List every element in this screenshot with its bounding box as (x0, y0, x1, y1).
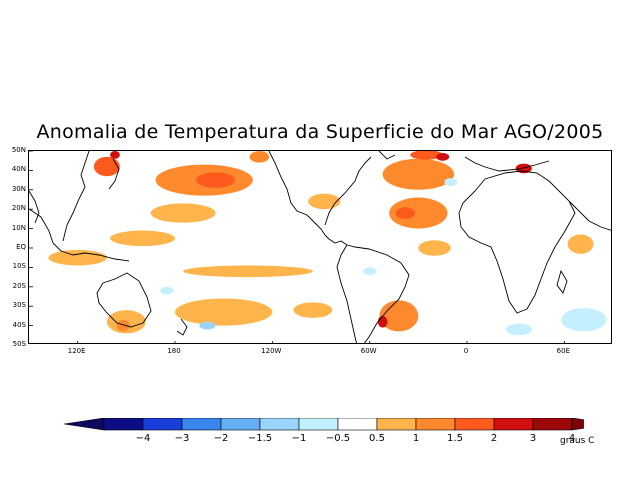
anomaly-japan-sea-warm (93, 156, 120, 177)
coast-india (29, 190, 40, 224)
colorbar-label: 3 (529, 433, 537, 444)
anomaly-western-pacific-warm (110, 230, 175, 247)
lat-label: 30N (11, 184, 26, 193)
coast-arabia (568, 200, 611, 231)
anomaly-indian-ocean-warm (567, 234, 594, 254)
colorbar-segment (298, 418, 339, 431)
coast-central-america (324, 234, 348, 246)
lat-label: 30S (12, 301, 26, 310)
coast-southeast-asia (29, 208, 130, 262)
coast-asia-east (62, 151, 90, 242)
colorbar-segment (259, 418, 300, 431)
map-canvas (29, 151, 611, 343)
lat-label: 20N (11, 204, 26, 213)
lon-label: 180 (167, 347, 181, 355)
anomaly-indonesia-warm (48, 249, 107, 266)
colorbar-label: −1.5 (247, 433, 273, 444)
coast-europe (464, 156, 550, 172)
anomaly-south-atlantic-core (377, 315, 388, 328)
colorbar-segment (376, 418, 417, 431)
colorbar-segment (415, 418, 456, 431)
colorbar-label: −3 (174, 433, 190, 444)
lon-label: 60W (360, 347, 377, 355)
coastline-layer (29, 151, 611, 343)
anomaly-north-atlantic-core (410, 151, 443, 160)
colorbar-segment (103, 418, 144, 431)
coast-madagascar (556, 269, 568, 294)
lon-label: 120W (261, 347, 282, 355)
anomaly-tropical-atlantic-core (395, 207, 416, 219)
lat-label: 10S (12, 262, 26, 271)
anomaly-south-pacific-warm (175, 298, 273, 326)
lat-label: 50N (11, 146, 26, 154)
colorbar-high-arrow (571, 418, 584, 431)
colorbar-label: 4 (568, 433, 576, 444)
colorbar-segment (454, 418, 495, 431)
colorbar-label: −1 (291, 433, 307, 444)
coast-greenland (378, 151, 396, 160)
anomaly-gulf-of-mexico-warm (308, 193, 341, 210)
colorbar-segment (142, 418, 183, 431)
lat-label: 40S (12, 320, 26, 329)
lat-label: 40N (11, 165, 26, 174)
lon-label: 120E (67, 347, 86, 355)
anomaly-atlantic-equatorial-warm (418, 240, 451, 256)
anomaly-north-atlantic-cool (444, 178, 458, 186)
coast-south-america-west (336, 244, 357, 343)
colorbar-segment (220, 418, 261, 431)
colorbar-label: −4 (135, 433, 151, 444)
colorbar-segment (181, 418, 222, 431)
colorbar-label: 2 (490, 433, 498, 444)
colorbar-label: 0.5 (369, 433, 385, 444)
anomaly-southwest-indian-cool (505, 323, 532, 336)
sst-anomaly-map (28, 150, 612, 344)
anomaly-equatorial-pacific-cool (363, 267, 377, 276)
colorbar-label: 1.5 (447, 433, 463, 444)
anomaly-south-atlantic-warm (379, 300, 419, 332)
anomaly-north-pacific-cool (160, 286, 174, 295)
anomaly-tasman-core (116, 319, 130, 332)
colorbar-units: graus C (560, 436, 595, 446)
anomaly-central-pacific-cool (199, 321, 216, 330)
coast-us-east (324, 156, 372, 226)
colorbar-low-arrow (64, 418, 105, 431)
colorbar-segment (337, 418, 378, 431)
lat-label: EQ (16, 243, 26, 251)
colorbar-segment (532, 418, 573, 431)
anomaly-kuroshio-core (110, 151, 120, 159)
coast-new-zealand (176, 318, 188, 336)
lat-label: 20S (12, 281, 26, 290)
coast-japan (108, 158, 120, 190)
colorbar-label: −0.5 (325, 433, 351, 444)
colorbar-label: −2 (213, 433, 229, 444)
anomaly-northeast-pacific-warm (249, 151, 270, 163)
map-title: Anomalia de Temperatura da Superficie do… (36, 121, 604, 143)
coast-north-america (268, 151, 326, 236)
coast-south-america (346, 244, 410, 343)
anomaly-southeast-pacific-warm (293, 302, 333, 318)
anomaly-subtropical-pacific-warm (150, 203, 216, 223)
anomaly-tropical-atlantic-warm (389, 197, 448, 229)
colorbar-segment (493, 418, 534, 431)
colorbar-label: 1 (412, 433, 420, 444)
anomaly-north-atlantic-warm (382, 158, 455, 190)
colorbar (64, 418, 584, 431)
lon-label: 0 (463, 347, 469, 355)
anomaly-north-atlantic-peak (436, 152, 450, 161)
anomaly-indian-ocean-cool (561, 308, 607, 332)
anomaly-north-pacific-core (196, 172, 236, 188)
lat-label: 10N (11, 223, 26, 232)
coast-africa (458, 170, 576, 314)
lat-label: 50S (12, 340, 26, 348)
lon-label: 60E (556, 347, 570, 355)
anomaly-layer (48, 151, 607, 336)
anomaly-south-pacific-band (183, 265, 313, 278)
coast-australia (96, 272, 152, 328)
